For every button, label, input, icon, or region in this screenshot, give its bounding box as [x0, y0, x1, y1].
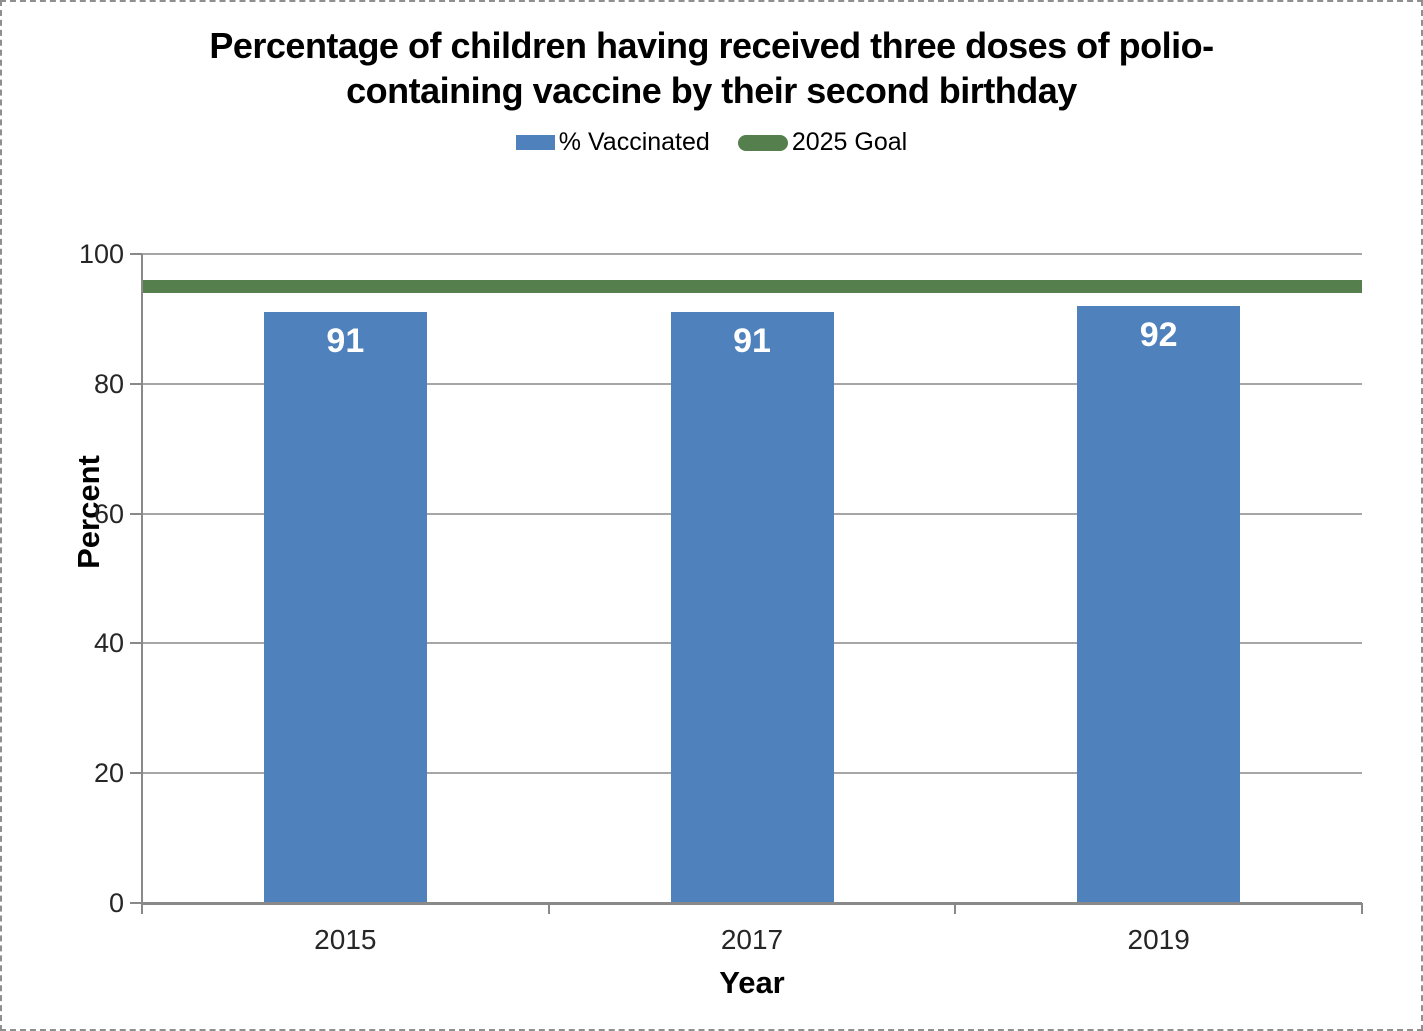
- x-tick-mark-1: [547, 903, 550, 914]
- y-tick-label-60: 60: [93, 498, 124, 529]
- x-category-label-2019: 2019: [1127, 924, 1190, 955]
- bar-2019: 92: [1077, 305, 1241, 903]
- bar-value-label-2017: 91: [733, 322, 771, 361]
- plot-area: 91 91 92: [142, 253, 1362, 903]
- y-axis-line: [141, 254, 143, 905]
- chart-title-line2: containing vaccine by their second birth…: [346, 70, 1077, 111]
- legend-swatch-percent-vaccinated-icon: [515, 135, 555, 150]
- x-tick-mark-3: [1361, 903, 1363, 914]
- legend: % Vaccinated 2025 Goal: [2, 128, 1421, 157]
- goal-line: [142, 279, 1362, 293]
- y-tick-label-100: 100: [78, 239, 124, 269]
- legend-label-2025-goal: 2025 Goal: [791, 128, 908, 156]
- bar-value-label-2019: 92: [1139, 315, 1178, 354]
- x-axis-line: [142, 902, 1362, 905]
- y-tick-mark-0: [130, 902, 142, 904]
- bar-2015: 91: [263, 312, 427, 903]
- legend-swatch-2025-goal-icon: [737, 134, 788, 151]
- bar-value-label-2015: 91: [326, 322, 365, 361]
- x-axis-title: Year: [719, 965, 785, 1000]
- y-tick-mark-100: [130, 253, 142, 255]
- bar-2017: 91: [670, 312, 834, 903]
- gridline-100: [142, 253, 1362, 255]
- y-tick-label-80: 80: [93, 368, 124, 399]
- legend-label-percent-vaccinated: % Vaccinated: [558, 128, 710, 156]
- y-tick-label-20: 20: [93, 758, 124, 789]
- y-tick-label-40: 40: [93, 628, 124, 659]
- legend-item-2025-goal: 2025 Goal: [737, 128, 908, 157]
- y-tick-mark-60: [130, 512, 142, 515]
- y-tick-mark-80: [130, 382, 142, 385]
- x-category-label-2017: 2017: [720, 924, 784, 955]
- legend-item-percent-vaccinated: % Vaccinated: [515, 128, 710, 157]
- x-category-label-2015: 2015: [314, 924, 377, 955]
- x-tick-mark-0: [141, 903, 143, 914]
- y-tick-mark-40: [130, 642, 142, 645]
- y-tick-mark-20: [130, 772, 142, 775]
- chart-title: Percentage of children having received t…: [2, 23, 1421, 113]
- y-tick-label-0: 0: [108, 888, 124, 918]
- x-tick-mark-2: [954, 903, 957, 914]
- chart-title-line1: Percentage of children having received t…: [209, 25, 1214, 66]
